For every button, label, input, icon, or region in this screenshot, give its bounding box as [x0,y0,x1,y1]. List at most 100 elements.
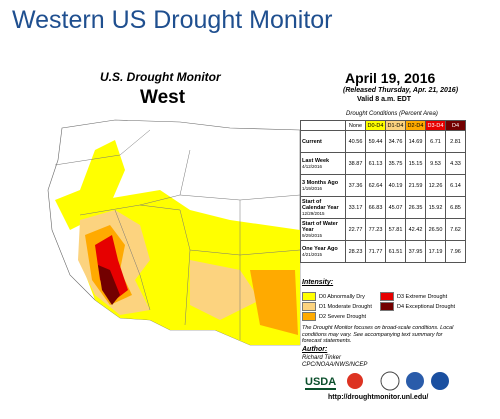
d4-area [98,265,120,305]
legend-swatch [302,292,316,301]
table-caption: Drought Conditions (Percent Area) [346,111,438,117]
cell: 40.19 [385,174,406,197]
cell: 61.13 [365,152,386,175]
cell: 12.26 [425,174,446,197]
cell: 40.56 [345,130,366,153]
row-name: Current [302,138,322,145]
table-row: Current 40.56 59.44 34.76 14.69 6.71 2.81 [300,130,466,153]
legend-item: D0 Abnormally Dry [302,292,365,301]
row-name: Last Week [302,158,330,164]
drought-map [47,119,301,346]
legend-swatch [302,312,316,321]
legend-label: D0 Abnormally Dry [319,293,365,300]
logo [380,371,400,391]
cell: 26.35 [405,196,426,219]
url: http://droughtmonitor.unl.edu/ [328,394,429,401]
cell: 38.87 [345,152,366,175]
cell: 15.92 [425,196,446,219]
cell: 15.15 [405,152,426,175]
row-label: One Year Ago 4/21/2015 [300,240,346,263]
corner-cell [300,120,346,131]
usda-logo: USDA [305,376,337,390]
column-header: D4 [445,120,466,131]
column-header: D1-D4 [385,120,406,131]
logo [406,372,424,390]
agency-logos [347,371,449,391]
column-header: D2-D4 [405,120,426,131]
column-header: D0-D4 [365,120,386,131]
legend-swatch [380,302,394,311]
page-title: Western US Drought Monitor [12,6,333,34]
map-region: West [140,87,186,108]
cell: 37.36 [345,174,366,197]
row-date: 4/21/2015 [302,252,323,257]
date: April 19, 2016 [345,70,436,86]
table-row: Start of Calendar Year 12/29/2015 33.17 66.… [300,196,466,219]
author-org: CPC/NOAA/NWS/NCEP [302,362,368,368]
cell: 57.81 [385,218,406,241]
cell: 77.23 [365,218,386,241]
cell: 66.83 [365,196,386,219]
cell: 34.76 [385,130,406,153]
stats-table: None D0-D4 D1-D4 D2-D4 D3-D4 D4 Current 40.56 59… [300,120,466,263]
row-date: 1/19/2016 [302,186,323,191]
d0-area [55,140,125,230]
row-date: 4/12/2016 [302,164,323,169]
released: (Released Thursday, Apr. 21, 2016) [343,87,459,94]
cell: 7.96 [445,240,466,263]
cell: 6.71 [425,130,446,153]
cell: 7.62 [445,218,466,241]
row-name: 3 Months Ago [302,180,339,186]
row-label: Start of Water Year 9/29/2015 [300,218,346,241]
cell: 6.14 [445,174,466,197]
row-label: Current [300,130,346,153]
cell: 71.77 [365,240,386,263]
d1-area [190,260,260,320]
legend-item: D2 Severe Drought [302,312,366,321]
cell: 9.53 [425,152,446,175]
cell: 4.33 [445,152,466,175]
cell: 35.75 [385,152,406,175]
row-name: Start of Water Year [302,221,338,233]
cell: 22.77 [345,218,366,241]
table-row: Start of Water Year 9/29/2015 22.77 77.23 57… [300,218,466,241]
valid: Valid 8 a.m. EDT [357,96,412,103]
column-header: None [345,120,366,131]
cell: 42.42 [405,218,426,241]
cell: 33.17 [345,196,366,219]
row-label: Last Week 4/12/2016 [300,152,346,175]
row-date: 12/29/2015 [302,211,325,216]
cell: 37.95 [405,240,426,263]
cell: 6.85 [445,196,466,219]
row-label: Start of Calendar Year 12/29/2015 [300,196,346,219]
state-lines [54,129,301,340]
cell: 17.19 [425,240,446,263]
d2-area [250,270,298,335]
legend-swatch [380,292,394,301]
legend-label: D2 Severe Drought [319,313,367,320]
author-heading: Author: [302,346,328,353]
cell: 14.69 [405,130,426,153]
logo [431,372,449,390]
cell: 62.64 [365,174,386,197]
row-label: 3 Months Ago 1/19/2016 [300,174,346,197]
notes: The Drought Monitor focuses on broad-sca… [302,325,454,344]
table-row: 3 Months Ago 1/19/2016 37.36 62.64 40.19 21.5… [300,174,466,197]
row-name: Start of Calendar Year [302,199,339,211]
legend-label: D4 Exceptional Drought [397,303,456,310]
legend-label: D3 Extreme Drought [397,293,448,300]
legend-item: D4 Exceptional Drought [380,302,455,311]
cell: 28.23 [345,240,366,263]
header-row: None D0-D4 D1-D4 D2-D4 D3-D4 D4 [300,120,466,131]
legend-item: D1 Moderate Drought [302,302,372,311]
column-header: D3-D4 [425,120,446,131]
logo [347,373,363,389]
cell: 2.81 [445,130,466,153]
cell: 21.59 [405,174,426,197]
legend-label: D1 Moderate Drought [319,303,372,310]
cell: 26.50 [425,218,446,241]
cell: 45.07 [385,196,406,219]
map-title: U.S. Drought Monitor [100,70,221,84]
table-row: One Year Ago 4/21/2015 28.23 71.77 61.51 37.9… [300,240,466,263]
